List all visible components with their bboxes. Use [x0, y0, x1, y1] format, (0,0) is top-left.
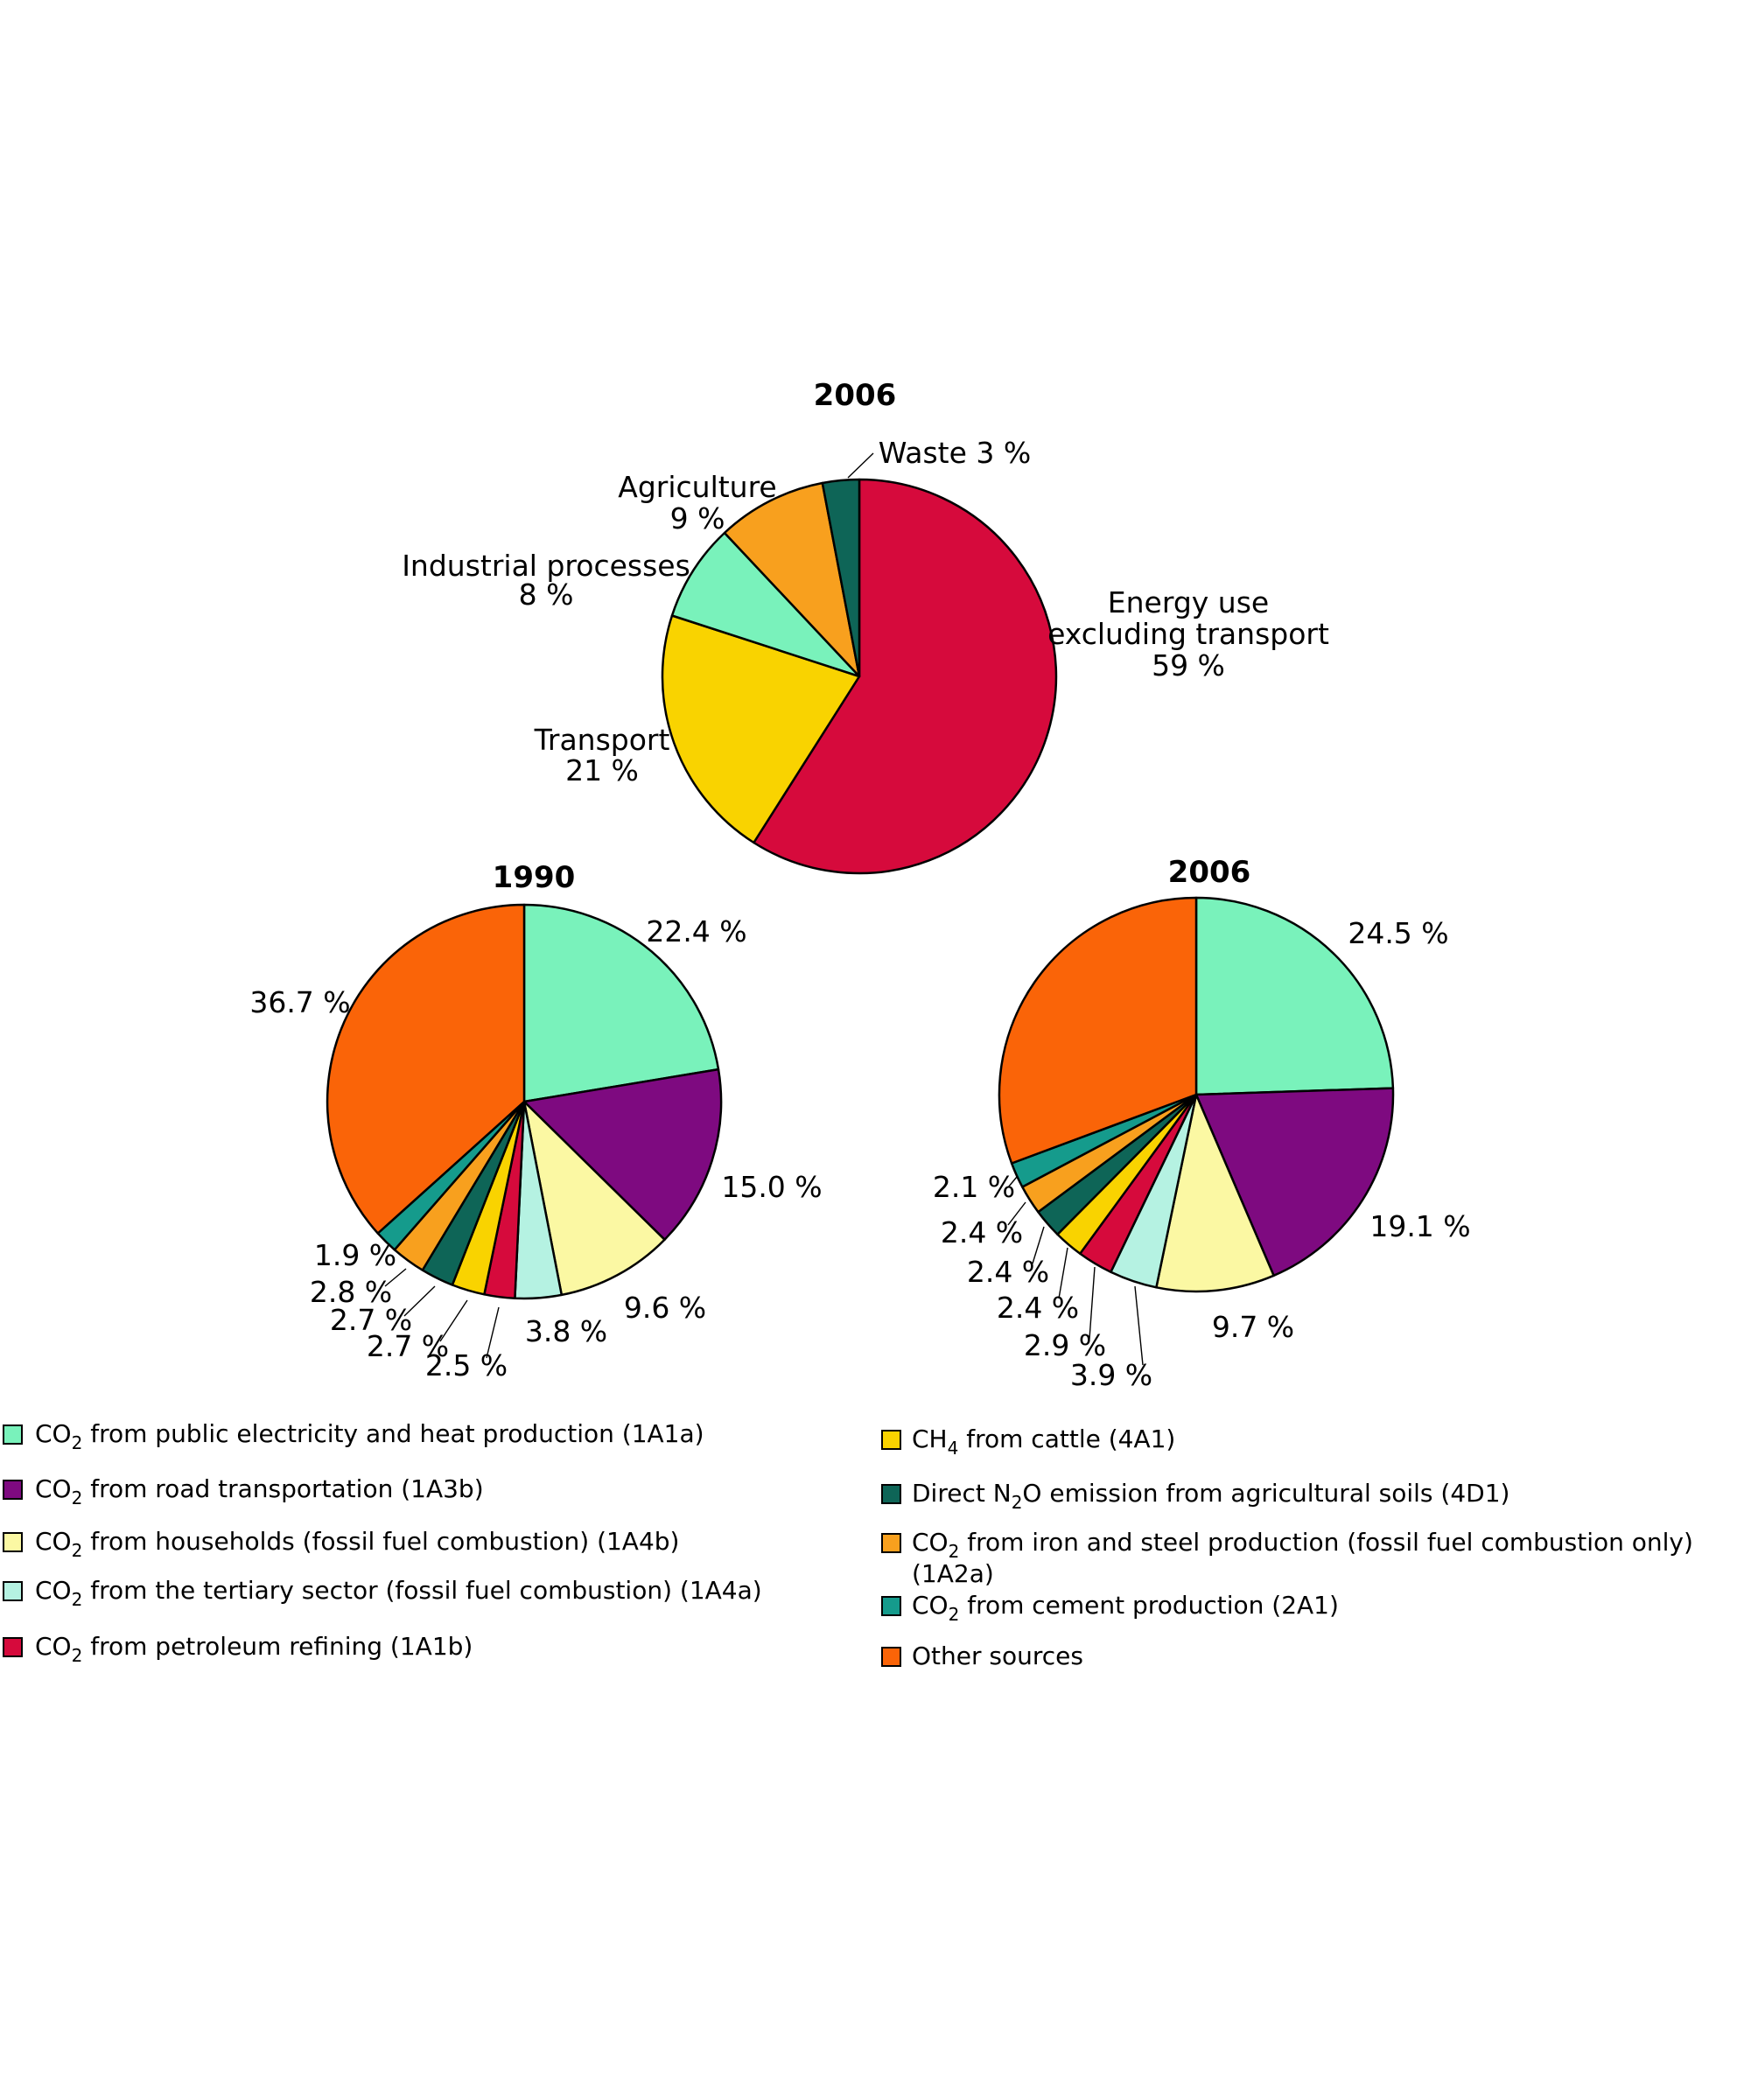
pie-label-2-0: 24.5 % — [1348, 916, 1448, 950]
legend-label-left-2-line-0: CO2 from households (fossil fuel combust… — [35, 1527, 679, 1561]
legend-swatch-mint — [3, 1424, 23, 1445]
pie-label-0-2: Industrial processes 8 % — [402, 549, 690, 612]
pie-label-2-8: 2.1 % — [933, 1170, 1015, 1204]
leader-line-2-8 — [1007, 1176, 1018, 1188]
legend-item-left-0: CO2 from public electricity and heat pro… — [3, 1419, 704, 1453]
legend-swatch-teal — [881, 1596, 901, 1616]
legend-label-left-1-line-0: CO2 from road transportation (1A3b) — [35, 1474, 484, 1508]
pie-slice-0-3 — [723, 481, 861, 678]
leader-line-2-5 — [1058, 1247, 1068, 1299]
pie-label-1-6: 2.7 % — [330, 1303, 412, 1337]
legend-label-right-3-line-0: CO2 from cement production (2A1) — [912, 1591, 1339, 1625]
pie-label-1-5: 2.7 % — [367, 1329, 449, 1363]
pie-slice-0-4 — [821, 478, 861, 678]
pie-label-0-1: Transport 21 % — [534, 723, 670, 788]
legend-label-left-0-line-0: CO2 from public electricity and heat pro… — [35, 1419, 704, 1453]
pie-slice-0-1 — [661, 614, 861, 844]
pie-slice-0-2 — [670, 531, 861, 678]
pie-slice-2-2 — [1155, 1093, 1275, 1293]
pie-chart-0-2006: Energy use excluding transport 59 % Transpo… — [402, 378, 1329, 875]
pie-label-2-4: 2.9 % — [1024, 1328, 1106, 1362]
pie-label-2-1: 19.1 % — [1369, 1209, 1470, 1243]
legend-label-right-4-line-0: Other sources — [912, 1642, 1083, 1670]
pie-label-0-4: Waste 3 % — [879, 436, 1032, 470]
pie-label-2-2: 9.7 % — [1212, 1310, 1294, 1344]
pie-title-1: 1990 — [493, 860, 576, 895]
pie-label-1-0: 22.4 % — [646, 914, 746, 948]
legend-item-right-3: CO2 from cement production (2A1) — [881, 1591, 1339, 1625]
pie-label-1-8: 1.9 % — [314, 1238, 396, 1272]
pie-label-1-2: 9.6 % — [624, 1291, 706, 1325]
legend-item-right-2: CO2 from iron and steel production (foss… — [881, 1528, 1693, 1588]
leader-line-1-4 — [486, 1306, 500, 1359]
legend-label-right-2-line-0: CO2 from iron and steel production (foss… — [912, 1528, 1693, 1562]
pie-label-0-3: Agriculture 9 % — [618, 470, 776, 536]
pie-label-1-7: 2.8 % — [310, 1275, 392, 1309]
pie-slice-1-2 — [522, 1100, 666, 1297]
pie-label-2-6: 2.4 % — [967, 1255, 1049, 1289]
legend-item-left-3: CO2 from the tertiary sector (fossil fue… — [3, 1576, 762, 1610]
legend-item-left-1: CO2 from road transportation (1A3b) — [3, 1474, 484, 1508]
legend-item-right-1: Direct N2O emission from agricultural so… — [881, 1479, 1509, 1513]
leader-line-1-5 — [439, 1299, 468, 1342]
legend-item-right-0: CH4 from cattle (4A1) — [881, 1424, 1175, 1459]
pie-label-1-4: 2.5 % — [425, 1348, 508, 1382]
legend-swatch-purple — [3, 1480, 23, 1500]
legend-swatch-crimson — [3, 1637, 23, 1657]
leader-line-2-4 — [1089, 1266, 1096, 1340]
legend-swatch-gold — [881, 1430, 901, 1450]
pie-label-1-9: 36.7 % — [249, 985, 350, 1019]
pie-slice-0-0 — [753, 478, 1058, 875]
legend-item-right-4: Other sources — [881, 1642, 1083, 1670]
legend-item-left-4: CO2 from petroleum refining (1A1b) — [3, 1632, 473, 1666]
legend-label-right-1-line-0: Direct N2O emission from agricultural so… — [912, 1479, 1509, 1513]
pie-title-2: 2006 — [1168, 855, 1251, 890]
pie-label-1-3: 3.8 % — [525, 1314, 607, 1348]
legend-swatch-pale_yellow — [3, 1532, 23, 1552]
pie-label-2-7: 2.4 % — [941, 1215, 1023, 1250]
legend-swatch-orange_red — [881, 1647, 901, 1667]
legend-item-left-2: CO2 from households (fossil fuel combust… — [3, 1527, 679, 1561]
pie-title-0: 2006 — [814, 378, 897, 413]
legend-swatch-pale_cyan — [3, 1581, 23, 1601]
leader-line-0-4 — [847, 452, 874, 479]
leader-line-2-7 — [1007, 1201, 1026, 1226]
legend-label-left-3-line-0: CO2 from the tertiary sector (fossil fue… — [35, 1576, 762, 1610]
pie-label-2-5: 2.4 % — [997, 1291, 1079, 1325]
pie-label-2-3: 3.9 % — [1070, 1358, 1152, 1392]
pie-slice-2-9 — [998, 896, 1198, 1165]
pie-label-0-0: Energy use excluding transport 59 % — [1047, 585, 1329, 682]
pie-slice-1-9 — [326, 903, 526, 1235]
pie-slice-1-0 — [522, 903, 720, 1103]
legend-swatch-orange — [881, 1533, 901, 1553]
legend-label-right-0-line-0: CH4 from cattle (4A1) — [912, 1424, 1175, 1459]
leader-line-1-7 — [384, 1268, 407, 1287]
legend-label-right-2-line-1: (1A2a) — [912, 1559, 994, 1588]
pie-slice-2-0 — [1194, 896, 1395, 1096]
leader-line-1-6 — [403, 1285, 436, 1317]
pie-slice-2-1 — [1194, 1087, 1395, 1278]
pie-chart-2-2006: 24.5 %19.1 %9.7 %3.9 %2.9 %2.4 %2.4 %2.4… — [933, 855, 1471, 1392]
leader-line-2-3 — [1134, 1285, 1144, 1366]
legend-swatch-dark_teal — [881, 1484, 901, 1504]
leader-line-2-6 — [1032, 1226, 1045, 1264]
pie-label-1-1: 15.0 % — [721, 1170, 822, 1204]
legend-label-left-4-line-0: CO2 from petroleum refining (1A1b) — [35, 1632, 473, 1666]
pie-chart-1-1990: 22.4 %15.0 %9.6 %3.8 %2.5 %2.7 %2.7 %2.8… — [249, 860, 822, 1382]
pie-slice-1-1 — [522, 1068, 723, 1241]
